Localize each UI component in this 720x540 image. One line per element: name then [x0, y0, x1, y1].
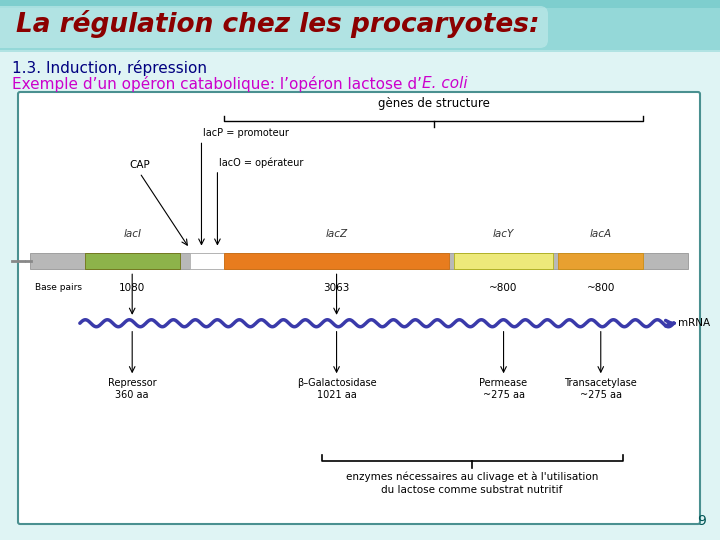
FancyBboxPatch shape [0, 8, 720, 52]
Bar [559, 253, 643, 269]
Text: Exemple d’un opéron catabolique: l’opéron lactose d’: Exemple d’un opéron catabolique: l’opéro… [12, 76, 422, 92]
Text: Permease
~275 aa: Permease ~275 aa [480, 378, 528, 400]
Text: enzymes nécessaires au clivage et à l'utilisation: enzymes nécessaires au clivage et à l'ut… [346, 472, 598, 482]
Text: lacY: lacY [493, 228, 514, 239]
Text: La régulation chez les procaryotes:: La régulation chez les procaryotes: [16, 10, 539, 38]
Text: lacA: lacA [590, 228, 612, 239]
Bar [0, 0, 720, 52]
Text: CAP: CAP [130, 160, 150, 170]
Bar [30, 253, 688, 269]
Bar [85, 253, 179, 269]
FancyBboxPatch shape [18, 92, 700, 524]
Text: Base pairs: Base pairs [35, 284, 82, 292]
Text: 1080: 1080 [119, 283, 145, 293]
Text: 3063: 3063 [323, 283, 350, 293]
FancyBboxPatch shape [0, 6, 548, 48]
Text: β–Galactosidase
1021 aa: β–Galactosidase 1021 aa [297, 378, 377, 400]
Text: 9: 9 [697, 514, 706, 528]
Text: gènes de structure: gènes de structure [378, 97, 490, 110]
Text: Repressor
360 aa: Repressor 360 aa [108, 378, 156, 400]
Text: lacZ: lacZ [325, 228, 348, 239]
Text: Transacetylase
~275 aa: Transacetylase ~275 aa [564, 378, 637, 400]
Text: ~800: ~800 [490, 283, 518, 293]
Bar [454, 253, 554, 269]
Text: mRNA: mRNA [678, 318, 710, 328]
Text: lacI: lacI [123, 228, 141, 239]
Bar [189, 253, 225, 269]
Text: E. coli: E. coli [422, 77, 467, 91]
Text: du lactose comme substrat nutritif: du lactose comme substrat nutritif [382, 485, 563, 495]
Text: 1.3. Induction, répression: 1.3. Induction, répression [12, 60, 207, 76]
Text: lacP = promoteur: lacP = promoteur [204, 129, 289, 138]
Bar [225, 253, 449, 269]
Text: ~800: ~800 [587, 283, 615, 293]
Text: lacO = opérateur: lacO = opérateur [220, 157, 304, 168]
